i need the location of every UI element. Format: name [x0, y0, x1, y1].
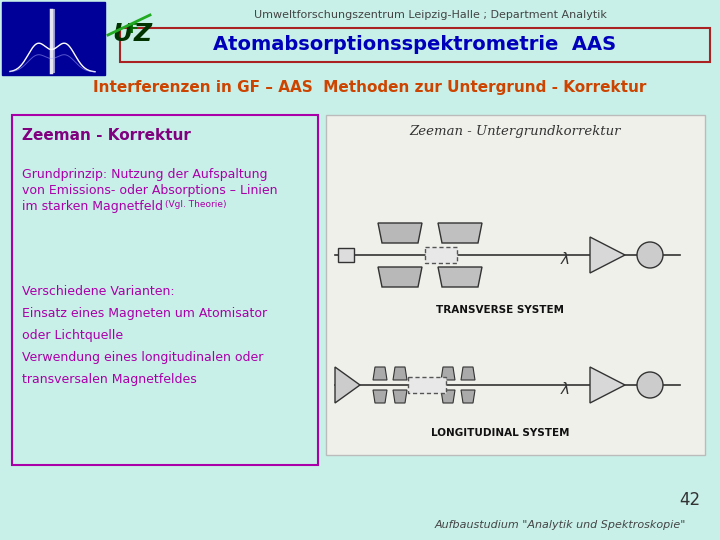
Text: Grundprinzip: Nutzung der Aufspaltung: Grundprinzip: Nutzung der Aufspaltung	[22, 168, 268, 181]
Text: λ: λ	[560, 252, 570, 267]
Text: Zeeman - Korrektur: Zeeman - Korrektur	[22, 128, 191, 143]
Bar	[326, 115, 705, 455]
Polygon shape	[438, 223, 482, 243]
Text: transversalen Magnetfeldes: transversalen Magnetfeldes	[22, 373, 197, 386]
Polygon shape	[441, 367, 455, 380]
Text: Verschiedene Varianten:: Verschiedene Varianten:	[22, 285, 175, 298]
Polygon shape	[441, 390, 455, 403]
Polygon shape	[378, 267, 422, 287]
Text: LONGITUDINAL SYSTEM: LONGITUDINAL SYSTEM	[431, 428, 570, 438]
Text: U: U	[112, 22, 132, 46]
Text: Aufbaustudium "Analytik und Spektroskopie": Aufbaustudium "Analytik und Spektroskopi…	[434, 520, 685, 530]
Polygon shape	[461, 367, 475, 380]
Text: Z: Z	[134, 22, 152, 46]
Bar	[338, 248, 354, 262]
Text: oder Lichtquelle: oder Lichtquelle	[22, 329, 123, 342]
Text: Zeeman - Untergrundkorrektur: Zeeman - Untergrundkorrektur	[409, 125, 621, 138]
Bar	[408, 377, 446, 393]
Bar	[12, 115, 318, 465]
Bar	[2, 2, 105, 75]
Text: F: F	[130, 22, 139, 36]
Polygon shape	[438, 267, 482, 287]
Polygon shape	[590, 237, 625, 273]
Text: Einsatz eines Magneten um Atomisator: Einsatz eines Magneten um Atomisator	[22, 307, 267, 320]
Polygon shape	[378, 223, 422, 243]
Polygon shape	[373, 367, 387, 380]
Text: Umweltforschungszentrum Leipzig-Halle ; Department Analytik: Umweltforschungszentrum Leipzig-Halle ; …	[253, 10, 606, 20]
Circle shape	[637, 372, 663, 398]
Text: TRANSVERSE SYSTEM: TRANSVERSE SYSTEM	[436, 305, 564, 315]
Polygon shape	[393, 390, 407, 403]
Bar	[120, 28, 710, 62]
Circle shape	[637, 242, 663, 268]
Text: Interferenzen in GF – AAS  Methoden zur Untergrund - Korrektur: Interferenzen in GF – AAS Methoden zur U…	[94, 80, 647, 95]
Polygon shape	[590, 367, 625, 403]
Text: λ: λ	[560, 381, 570, 396]
Text: 42: 42	[680, 491, 701, 509]
Polygon shape	[461, 390, 475, 403]
Text: von Emissions- oder Absorptions – Linien: von Emissions- oder Absorptions – Linien	[22, 184, 277, 197]
Polygon shape	[393, 367, 407, 380]
Text: Verwendung eines longitudinalen oder: Verwendung eines longitudinalen oder	[22, 351, 264, 364]
Text: (Vgl. Theorie): (Vgl. Theorie)	[165, 200, 227, 209]
Bar	[425, 247, 457, 263]
Polygon shape	[373, 390, 387, 403]
Polygon shape	[335, 367, 360, 403]
Text: Atomabsorptionsspektrometrie  AAS: Atomabsorptionsspektrometrie AAS	[213, 36, 616, 55]
Text: im starken Magnetfeld: im starken Magnetfeld	[22, 200, 163, 213]
